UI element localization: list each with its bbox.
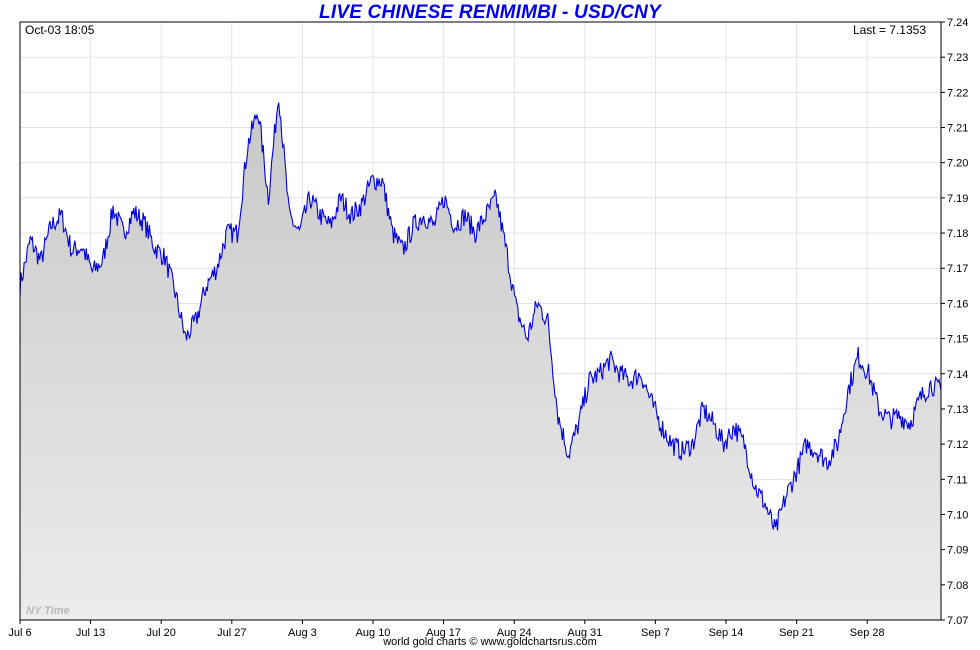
timestamp-label: Oct-03 18:05 (25, 23, 95, 37)
timezone-label: NY Time (26, 605, 70, 617)
x-axis: Jul 6 Jul 13 Jul 20 Jul 27 Aug 3 Aug 10 Aug 17… (8, 620, 885, 639)
series-line (19, 102, 942, 531)
y-tick-label: 7.23 (947, 52, 968, 64)
x-tick-label: Aug 31 (567, 627, 602, 639)
x-tick-label: Jul 27 (217, 627, 246, 639)
y-axis: 7.07 7.08 7.09 7.10 7.11 7.12 7.13 7.14 7.15 7.16… (941, 17, 968, 627)
y-tick-label: 7.14 (947, 369, 968, 381)
x-tick-label: Sep 14 (709, 627, 744, 639)
x-tick-label: Sep 28 (850, 627, 885, 639)
y-tick-label: 7.11 (947, 474, 968, 486)
y-tick-label: 7.19 (947, 193, 968, 205)
y-tick-label: 7.13 (947, 404, 968, 416)
x-tick-label: Sep 7 (641, 627, 670, 639)
last-value-label: Last = 7.1353 (852, 23, 926, 37)
y-tick-label: 7.20 (947, 158, 968, 170)
footer-credit: world gold charts © www.goldchartsrus.co… (383, 636, 597, 648)
plot-border (19, 21, 942, 621)
series-area (20, 102, 941, 621)
y-tick-label: 7.24 (947, 17, 968, 29)
area-fill (20, 102, 941, 621)
x-tick-label: Aug 3 (288, 627, 317, 639)
y-tick-label: 7.15 (947, 334, 968, 346)
x-tick-label: Jul 6 (8, 627, 31, 639)
y-tick-label: 7.16 (947, 298, 968, 310)
y-tick-label: 7.07 (947, 615, 968, 627)
x-tick-label: Jul 13 (76, 627, 105, 639)
y-tick-label: 7.21 (947, 123, 968, 135)
y-tick-label: 7.22 (947, 87, 968, 99)
x-tick-label: Aug 17 (426, 627, 461, 639)
y-tick-label: 7.09 (947, 545, 968, 557)
x-tick-label: Aug 24 (497, 627, 532, 639)
x-tick-label: Sep 21 (779, 627, 814, 639)
x-tick-label: Aug 10 (356, 627, 391, 639)
y-tick-label: 7.08 (947, 580, 968, 592)
chart-title: LIVE CHINESE RENMIMBI - USD/CNY (319, 2, 661, 23)
y-tick-label: 7.17 (947, 263, 968, 275)
x-tick-label: Jul 20 (147, 627, 176, 639)
price-line (19, 102, 942, 531)
y-tick-label: 7.12 (947, 439, 968, 451)
y-tick-label: 7.18 (947, 228, 968, 240)
y-tick-label: 7.10 (947, 509, 968, 521)
